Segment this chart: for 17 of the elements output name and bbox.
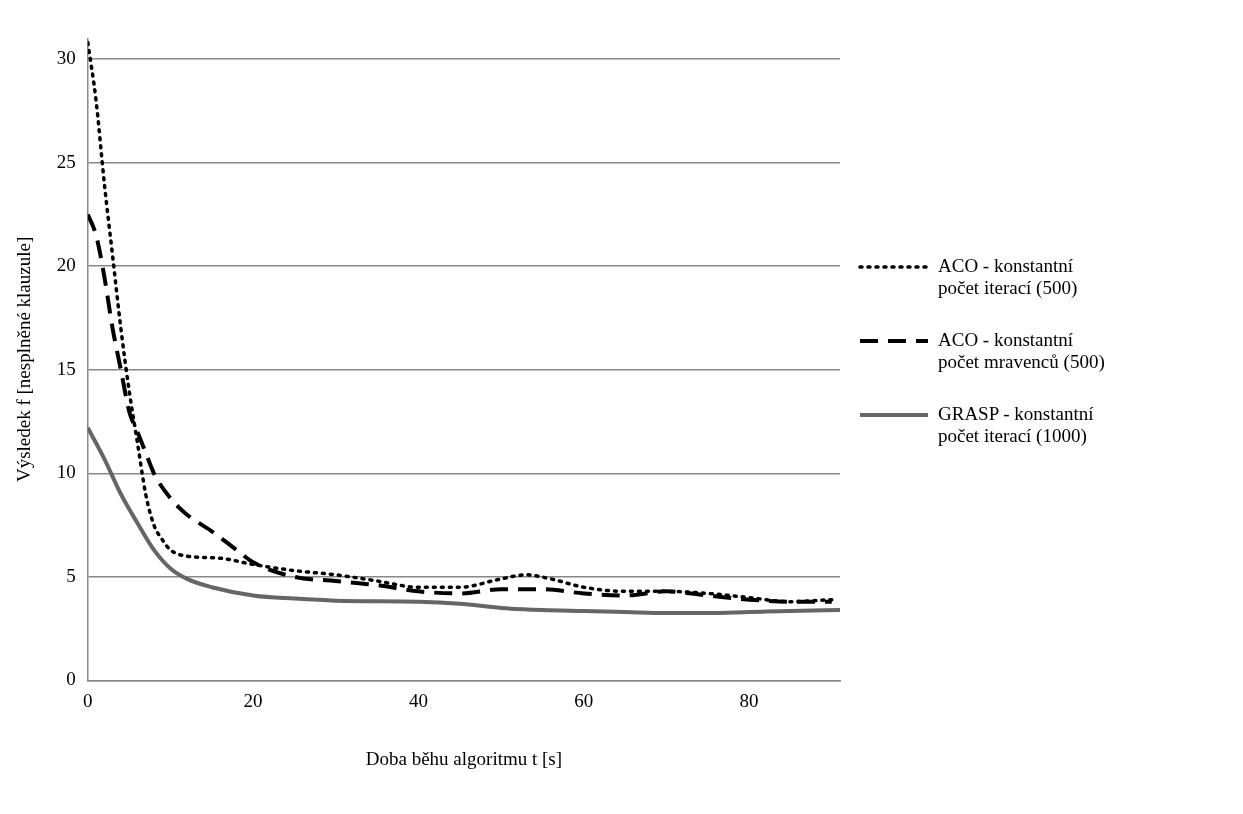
x-tick-label: 40 [408, 689, 428, 711]
y-tick-label: 20 [56, 254, 76, 276]
y-tick-label: 5 [66, 564, 76, 586]
legend-label: ACO - konstantní počet iterací (500) [938, 255, 1079, 299]
y-tick-label: 0 [66, 668, 76, 690]
x-axis-title: Doba běhu algoritmu t [s] [365, 747, 563, 769]
legend-label: ACO - konstantní počet mravenců (500) [938, 329, 1106, 373]
y-tick-label: 10 [56, 461, 76, 483]
x-tick-label: 80 [739, 689, 759, 711]
y-axis-title: Výsledek f [nesplněné klauzule] [13, 236, 35, 483]
y-tick-label: 30 [56, 47, 76, 69]
y-tick-label: 15 [56, 357, 76, 379]
y-tick-label: 25 [56, 150, 76, 172]
x-tick-label: 60 [574, 689, 594, 711]
x-tick-label: 0 [83, 689, 93, 711]
x-tick-label: 20 [243, 689, 263, 711]
legend-label: GRASP - konstantní počet iterací (1000) [938, 403, 1095, 447]
